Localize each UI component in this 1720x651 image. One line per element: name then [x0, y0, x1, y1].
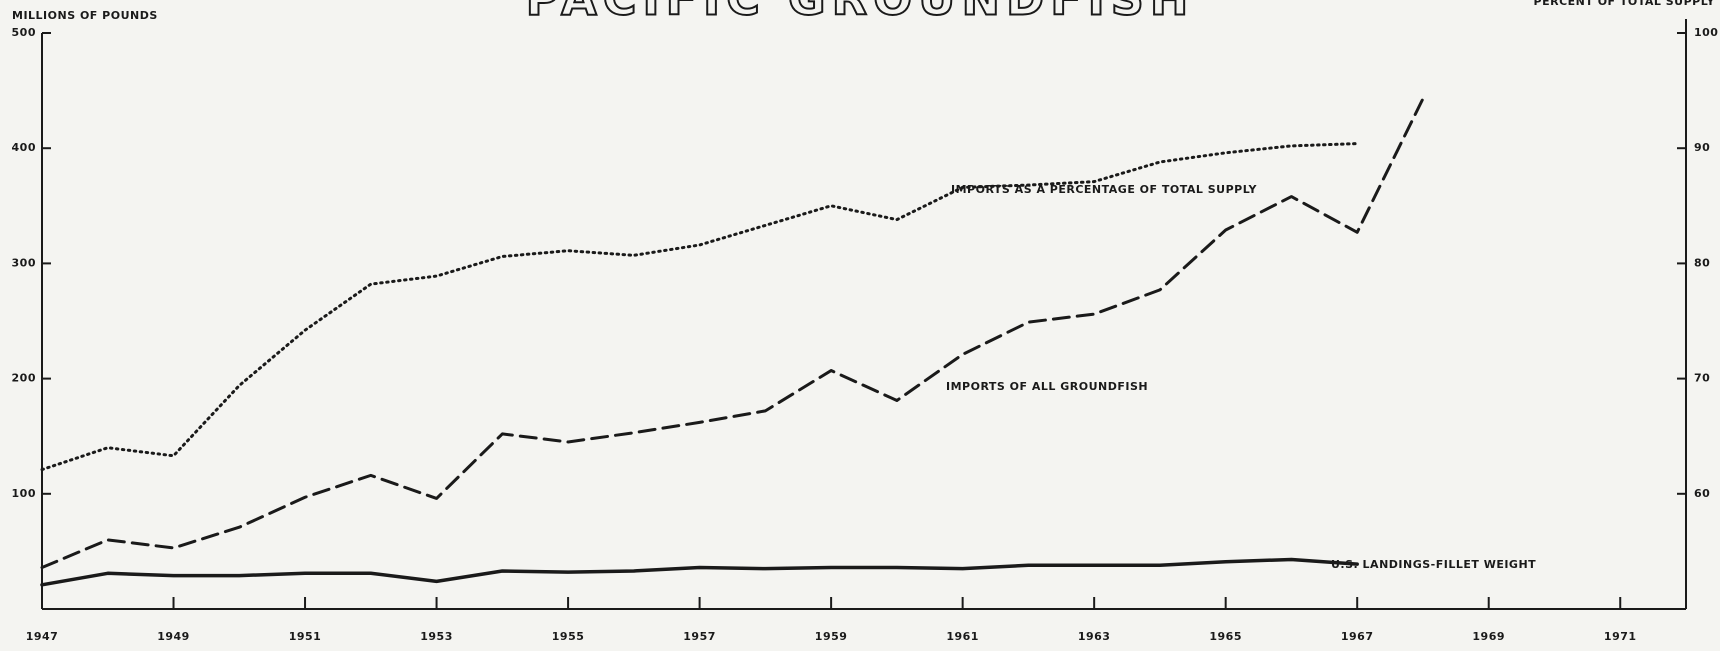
y-tick-label: 400 [12, 141, 36, 154]
x-tick-label: 1971 [1604, 630, 1637, 643]
x-tick-label: 1965 [1209, 630, 1242, 643]
x-tick-label: 1957 [683, 630, 716, 643]
y-tick-label: 200 [12, 372, 36, 385]
x-tick-label: 1953 [420, 630, 453, 643]
y2-tick-label: 100 [1694, 26, 1718, 39]
x-tick-label: 1967 [1341, 630, 1374, 643]
y2-tick-label: 90 [1694, 141, 1710, 154]
x-tick-label: 1955 [552, 630, 585, 643]
series-label: U.S. LANDINGS-FILLET WEIGHT [1331, 558, 1536, 571]
x-tick-label: 1959 [815, 630, 848, 643]
y2-axis-label: PERCENT OF TOTAL SUPPLY [1534, 0, 1716, 8]
y-axis-label: MILLIONS OF POUNDS [12, 9, 158, 22]
series-line [40, 142, 1359, 472]
x-tick-label: 1947 [26, 630, 59, 643]
y-tick-label: 500 [12, 26, 36, 39]
series-label: IMPORTS AS A PERCENTAGE OF TOTAL SUPPLY [951, 183, 1257, 196]
x-tick-label: 1969 [1472, 630, 1505, 643]
y-tick-label: 100 [12, 487, 36, 500]
y2-tick-label: 60 [1694, 487, 1710, 500]
y2-tick-label: 70 [1694, 372, 1710, 385]
series-line [40, 557, 1359, 587]
series-line [40, 97, 1425, 570]
y-tick-label: 300 [12, 256, 36, 269]
chart-title: PACIFIC GROUNDFISH [526, 0, 1195, 26]
x-tick-label: 1949 [157, 630, 190, 643]
x-tick-label: 1951 [289, 630, 322, 643]
series-label: IMPORTS OF ALL GROUNDFISH [946, 380, 1148, 393]
x-tick-label: 1963 [1078, 630, 1111, 643]
y2-tick-label: 80 [1694, 256, 1710, 269]
x-tick-label: 1961 [946, 630, 979, 643]
